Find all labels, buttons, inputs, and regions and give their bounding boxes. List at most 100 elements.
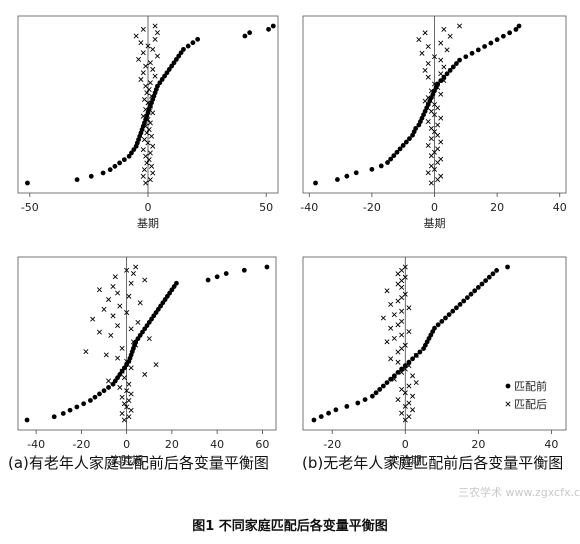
dot-point bbox=[450, 308, 456, 314]
cross-point bbox=[140, 113, 146, 119]
dot-point bbox=[494, 268, 499, 273]
cross-point bbox=[146, 336, 152, 342]
dot-point bbox=[513, 27, 519, 32]
cross-point bbox=[428, 163, 434, 169]
cross-point bbox=[428, 88, 434, 94]
cross-point bbox=[425, 119, 431, 125]
cross-point bbox=[128, 407, 134, 413]
cross-point bbox=[117, 384, 123, 390]
dot-point bbox=[505, 264, 510, 270]
cross-point bbox=[141, 167, 147, 173]
cross-point bbox=[402, 342, 408, 348]
x-tick-label: 40 bbox=[544, 438, 558, 451]
dot-point bbox=[157, 80, 163, 86]
dot-point bbox=[270, 23, 276, 29]
cross-point bbox=[154, 30, 160, 36]
dot-point bbox=[101, 388, 107, 394]
cross-point bbox=[425, 61, 431, 67]
dot-point bbox=[439, 319, 445, 324]
dot-point bbox=[388, 376, 394, 382]
plot-frame bbox=[17, 256, 277, 431]
dot-point bbox=[162, 73, 167, 79]
cross-point bbox=[110, 284, 116, 290]
dot-point bbox=[435, 81, 441, 87]
cross-point bbox=[110, 313, 116, 319]
cross-point bbox=[140, 147, 146, 153]
dot-point bbox=[475, 47, 481, 53]
series-after bbox=[416, 23, 463, 186]
figure-caption: 图1 不同家庭匹配后各变量平衡图 bbox=[192, 518, 388, 534]
dot-point bbox=[391, 373, 397, 379]
cross-point bbox=[140, 70, 146, 76]
cross-point bbox=[425, 142, 431, 148]
cross-point bbox=[130, 270, 136, 277]
dot-point bbox=[88, 398, 93, 403]
dot-point bbox=[490, 271, 496, 277]
series-before bbox=[24, 264, 270, 423]
x-tick-label: -40 bbox=[300, 201, 318, 214]
cross-point bbox=[395, 397, 401, 403]
cross-point bbox=[425, 74, 431, 80]
cross-point bbox=[406, 400, 412, 406]
cross-point bbox=[141, 137, 147, 143]
x-tick-label: 20 bbox=[490, 201, 504, 214]
dot-point bbox=[242, 33, 248, 39]
cross-point bbox=[143, 180, 149, 186]
cross-point bbox=[126, 381, 132, 387]
dot-point bbox=[214, 274, 220, 280]
x-tick-label: -40 bbox=[27, 438, 45, 451]
cross-point bbox=[90, 316, 96, 322]
dot-point bbox=[126, 153, 132, 159]
dot-point bbox=[475, 285, 481, 290]
x-tick-label: -20 bbox=[72, 438, 90, 451]
dot-point bbox=[131, 147, 137, 152]
x-tick-label: 40 bbox=[553, 201, 567, 214]
cross-point bbox=[441, 64, 447, 70]
cross-point bbox=[138, 76, 144, 82]
dot-point bbox=[190, 40, 196, 46]
cross-point bbox=[115, 355, 121, 361]
cross-point bbox=[438, 57, 444, 63]
dot-point bbox=[388, 156, 394, 162]
dot-point bbox=[500, 33, 506, 39]
cross-point bbox=[117, 303, 123, 309]
dot-point bbox=[129, 150, 134, 156]
x-axis-label: 基期 bbox=[424, 217, 446, 230]
dot-point bbox=[407, 136, 412, 142]
x-tick-label: 20 bbox=[471, 438, 485, 451]
cross-point bbox=[428, 180, 434, 186]
plot-frame bbox=[302, 256, 567, 431]
dot-point bbox=[88, 173, 94, 179]
dot-point bbox=[395, 370, 401, 375]
cross-point bbox=[119, 345, 125, 351]
panel-2: -40 -20 0 20 40 基期 bbox=[300, 15, 567, 230]
x-tick-label: 0 bbox=[402, 438, 409, 451]
legend-entry-after: 匹配后 bbox=[514, 398, 547, 411]
panel-3: -40 -20 0 20 40 60 实验期 bbox=[17, 256, 277, 467]
cross-point bbox=[136, 56, 142, 62]
cross-point bbox=[121, 417, 127, 423]
dot-point bbox=[164, 70, 170, 76]
cross-point bbox=[147, 177, 153, 183]
dot-point bbox=[25, 180, 30, 186]
cross-point bbox=[416, 37, 422, 43]
dot-point bbox=[97, 391, 102, 397]
dot-point bbox=[355, 400, 361, 406]
subcaption-b: (b)无老年人家庭匹配前后各变量平衡图 bbox=[302, 454, 563, 472]
cross-point bbox=[428, 136, 434, 142]
cross-point bbox=[410, 407, 416, 413]
cross-point bbox=[388, 325, 394, 331]
legend-cross-marker bbox=[505, 401, 511, 407]
watermark: 三农学术 www.zgxcfx.com bbox=[458, 485, 580, 499]
dot-point bbox=[378, 163, 384, 169]
cross-point bbox=[149, 133, 155, 139]
cross-point bbox=[143, 153, 149, 159]
dot-point bbox=[457, 302, 463, 307]
cross-point bbox=[402, 264, 408, 270]
dot-point bbox=[479, 281, 485, 287]
dot-point bbox=[171, 60, 177, 66]
dot-point bbox=[482, 44, 487, 49]
x-tick-label: 0 bbox=[145, 201, 152, 214]
